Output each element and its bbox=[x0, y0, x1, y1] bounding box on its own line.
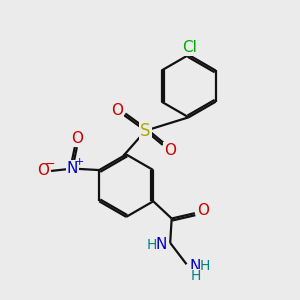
Text: Cl: Cl bbox=[182, 40, 197, 55]
Text: O: O bbox=[164, 143, 176, 158]
Text: H: H bbox=[147, 238, 157, 252]
Text: N: N bbox=[156, 237, 167, 252]
Text: −: − bbox=[45, 158, 56, 171]
Text: S: S bbox=[140, 122, 151, 140]
Text: O: O bbox=[37, 164, 49, 178]
Text: N: N bbox=[190, 259, 201, 274]
Text: N: N bbox=[67, 161, 78, 176]
Text: +: + bbox=[75, 157, 84, 167]
Text: O: O bbox=[197, 203, 209, 218]
Text: H: H bbox=[190, 269, 201, 283]
Text: H: H bbox=[200, 259, 211, 273]
Text: O: O bbox=[71, 131, 83, 146]
Text: O: O bbox=[112, 103, 124, 118]
